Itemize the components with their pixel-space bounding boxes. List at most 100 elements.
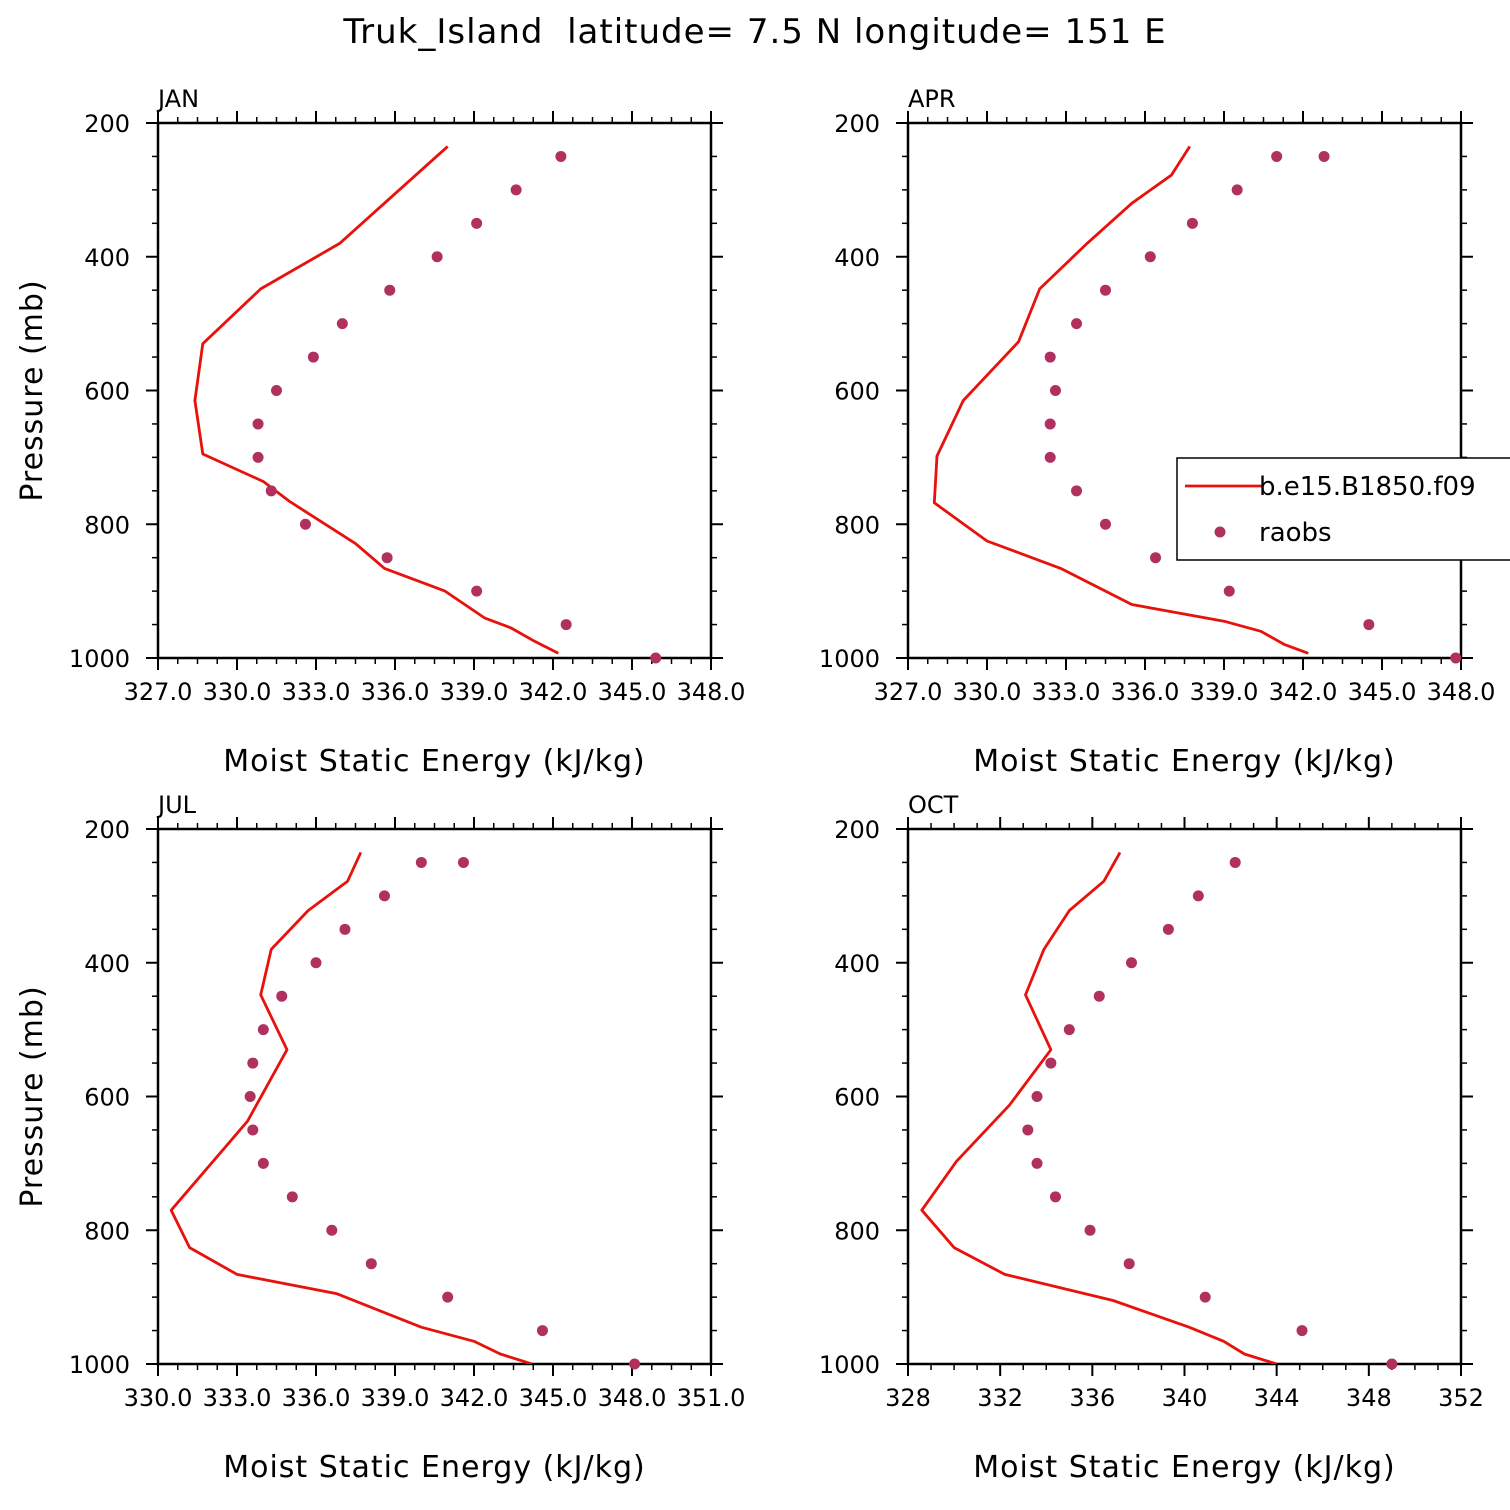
panel-title: JUL — [156, 791, 197, 819]
panel-title: JAN — [156, 85, 199, 113]
x-axis-title: Moist Static Energy (kJ/kg) — [973, 744, 1396, 779]
raobs-point — [431, 251, 443, 263]
raobs-point — [457, 856, 469, 868]
raobs-point — [1100, 284, 1111, 296]
raobs-point — [510, 184, 522, 196]
y-tick-label: 200 — [84, 110, 130, 138]
x-tick-label: 330.0 — [953, 678, 1022, 706]
raobs-point — [442, 1291, 454, 1303]
y-tick-label: 1000 — [69, 645, 130, 673]
raobs-point — [247, 1124, 259, 1136]
raobs-point — [1126, 957, 1138, 969]
raobs-point — [1186, 217, 1198, 229]
x-tick-label: 336.0 — [1111, 678, 1180, 706]
panel-jan: 327.0 330.0 333.0 336.0 339.0 342.0 345.0 348.0… — [15, 85, 745, 779]
raobs-point — [1318, 150, 1330, 162]
plot-frame — [156, 827, 713, 1366]
raobs-point — [1044, 418, 1056, 430]
raobs-point — [326, 1224, 338, 1236]
y-axis-title: Pressure (mb) — [15, 279, 50, 501]
x-tick-label: 345.0 — [519, 1384, 588, 1412]
raobs-point — [252, 418, 264, 430]
x-tick-label: 348 — [1346, 1384, 1392, 1412]
raobs-point — [384, 284, 396, 296]
raobs-point — [1031, 1091, 1043, 1102]
x-axis-title: Moist Static Energy (kJ/kg) — [223, 1450, 646, 1485]
x-tick-label: 344 — [1254, 1384, 1300, 1412]
raobs-point — [650, 652, 662, 664]
x-tick-label: 327.0 — [874, 678, 943, 706]
raobs-point — [1071, 485, 1083, 497]
x-tick-label: 348.0 — [677, 678, 746, 706]
y-tick-label: 800 — [84, 511, 130, 539]
y-tick-label: 400 — [84, 244, 130, 272]
y-tick-label: 400 — [84, 950, 130, 978]
x-tick-label: 333.0 — [282, 678, 351, 706]
legend: b.e15.B1850.f09 raobs — [1176, 457, 1510, 561]
raobs-point — [415, 856, 427, 868]
raobs-point — [1022, 1124, 1034, 1136]
raobs-point — [536, 1325, 548, 1337]
model-line-b-e15-b1850-f09 — [169, 851, 533, 1364]
y-tick-label: 1000 — [69, 1351, 130, 1379]
raobs-point — [1271, 150, 1283, 162]
x-tick-label: 340 — [1162, 1384, 1208, 1412]
x-tick-label: 332 — [977, 1384, 1023, 1412]
panel-title: OCT — [908, 791, 959, 819]
raobs-point — [336, 318, 348, 330]
y-tick-label: 800 — [84, 1217, 130, 1245]
raobs-point — [257, 1024, 269, 1036]
x-tick-label: 327.0 — [124, 678, 193, 706]
x-tick-label: 342.0 — [440, 1384, 509, 1412]
plot-frame — [156, 121, 713, 660]
x-tick-label: 330.0 — [124, 1384, 193, 1412]
raobs-point — [257, 1157, 269, 1169]
raobs-point — [555, 150, 567, 162]
raobs-point — [1071, 318, 1083, 330]
y-tick-label: 200 — [834, 816, 880, 844]
raobs-point — [1093, 990, 1105, 1002]
raobs-point — [378, 890, 390, 902]
x-tick-label: 339.0 — [440, 678, 509, 706]
x-tick-label: 333.0 — [203, 1384, 272, 1412]
x-tick-label: 342.0 — [519, 678, 588, 706]
model-line-b-e15-b1850-f09 — [920, 851, 1278, 1364]
x-tick-label: 351.0 — [677, 1384, 746, 1412]
raobs-point — [244, 1091, 256, 1102]
raobs-point — [1049, 1191, 1061, 1203]
panel-oct: 328 332 336 340 344 348 352 200 400 600 800 1000 OCT… — [819, 791, 1484, 1485]
raobs-point — [1049, 385, 1061, 396]
raobs-point — [1162, 923, 1174, 935]
y-tick-label: 400 — [834, 244, 880, 272]
raobs-point — [381, 552, 393, 564]
plot-frame — [906, 827, 1463, 1366]
y-tick-label: 600 — [84, 1084, 130, 1112]
plot-frame — [906, 121, 1463, 660]
legend-point-swatch — [1214, 526, 1226, 538]
raobs-point — [1223, 585, 1235, 597]
raobs-point — [339, 923, 351, 935]
raobs-point — [1231, 184, 1243, 196]
raobs-point — [471, 585, 483, 597]
x-tick-label: 336.0 — [282, 1384, 351, 1412]
raobs-point — [1296, 1325, 1308, 1337]
y-tick-label: 1000 — [819, 645, 880, 673]
y-tick-label: 600 — [84, 378, 130, 406]
raobs-point — [1144, 251, 1156, 263]
x-tick-label: 336 — [1069, 1384, 1115, 1412]
x-tick-label: 333.0 — [1032, 678, 1101, 706]
y-tick-label: 200 — [834, 110, 880, 138]
x-axis-title: Moist Static Energy (kJ/kg) — [973, 1450, 1396, 1485]
raobs-point — [307, 351, 319, 363]
raobs-point — [1386, 1358, 1398, 1370]
legend-box — [1176, 457, 1510, 561]
raobs-point — [1045, 1057, 1057, 1069]
raobs-point — [1450, 652, 1462, 664]
model-line-b-e15-b1850-f09 — [193, 145, 559, 655]
legend-entry-raobs: raobs — [1259, 518, 1332, 548]
raobs-point — [276, 990, 288, 1002]
raobs-point — [1123, 1258, 1135, 1270]
raobs-point — [1031, 1157, 1043, 1169]
raobs-point — [310, 957, 322, 969]
